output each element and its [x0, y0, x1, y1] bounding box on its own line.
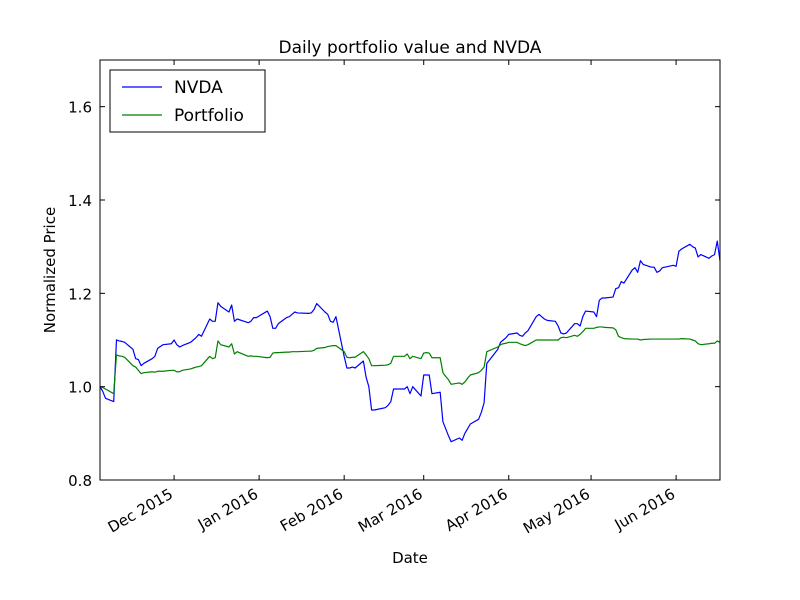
series-line-nvda	[99, 240, 721, 443]
y-tick-label: 1.0	[68, 379, 92, 397]
series-line-portfolio	[99, 326, 721, 395]
legend-label-nvda: NVDA	[174, 78, 223, 98]
y-tick-label: 0.8	[68, 472, 92, 490]
y-axis-label: Normalized Price	[41, 207, 59, 333]
legend: NVDA Portfolio	[109, 69, 266, 133]
x-axis-label: Date	[392, 549, 428, 567]
y-tick-label: 1.2	[68, 285, 92, 303]
y-tick-label: 1.4	[68, 192, 92, 210]
y-tick-label: 1.6	[68, 99, 92, 117]
axes-frame	[99, 59, 721, 481]
chart-title: Daily portfolio value and NVDA	[279, 38, 542, 58]
series-layer	[99, 240, 721, 443]
legend-label-portfolio: Portfolio	[174, 106, 244, 126]
legend-box	[109, 69, 266, 133]
